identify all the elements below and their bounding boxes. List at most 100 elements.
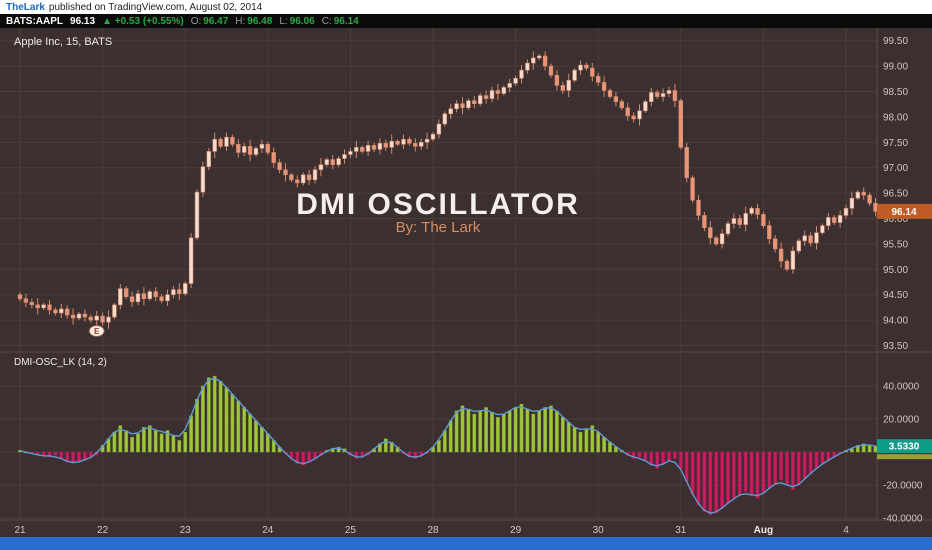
oscillator-bar [549,405,553,453]
candle-down [23,298,29,303]
candle-up [826,217,831,226]
candle-up [513,77,518,84]
time-axis-label: 4 [843,525,849,536]
candle-down [873,202,878,212]
oscillator-bar [555,410,559,453]
oscillator-bar [171,435,176,453]
candle-down [761,214,766,226]
time-axis-label: 21 [14,525,26,536]
oscillator-bar [631,451,636,459]
candle-up [519,69,524,79]
high-label: H: [235,15,246,27]
open-value: 96.47 [203,15,229,27]
oscillator-bar [525,408,530,453]
candle-up [743,213,748,225]
candle-down [100,315,105,323]
candle-up [401,138,406,145]
candle-down [283,169,288,176]
close-quote: C: 96.14 [322,16,359,27]
candle-down [625,107,630,117]
bottom-blue-bar [0,537,932,550]
candle-up [224,136,229,147]
oscillator-bar [690,451,695,496]
candle-up [336,158,341,165]
candle-up [814,232,819,244]
candle-up [259,144,265,149]
candle-up [749,208,754,214]
candle-up [312,169,318,181]
candle-down [289,174,294,181]
high-value: 96.48 [247,15,273,27]
oscillator-bar [708,451,713,515]
oscillator-bar [478,410,483,453]
price-axis-label: 96.50 [883,189,908,200]
price-axis-label: 99.00 [883,62,908,73]
quote-bar: BATS:AAPL 96.13 ▲ +0.53 (+0.55%) O: 96.47… [0,14,932,28]
candle-up [106,316,111,323]
price-axis-label: 95.50 [883,239,908,250]
candle-up [477,95,483,104]
candle-up [466,100,471,109]
oscillator-bar [236,400,241,453]
oscillator-bar [112,431,117,453]
price-change: ▲ +0.53 (+0.55%) [102,16,184,27]
chart-canvas[interactable]: 21 22 23 24 25 28 29 30 31 Aug 4 99.50 99.00 98.50 98.… [0,28,932,537]
oscillator-bar [248,413,252,453]
candle-up [501,87,506,94]
oscillator-bar [165,430,170,453]
candle-up [566,80,571,91]
candle-up [666,90,672,94]
candle-down [690,177,695,201]
candle-up [165,294,170,302]
price-axis-label: 97.50 [883,138,908,149]
price-axis-label: 93.50 [883,341,908,352]
earnings-marker-bubble [88,325,105,337]
candle-down [17,294,23,300]
price-axis-label: 96.00 [883,214,908,225]
time-axis-label: 28 [427,525,439,536]
oscillator-bar [230,394,235,453]
candle-up [454,103,459,110]
price-axis-label: 94.50 [883,290,908,301]
oscillator-axis-label: -40.0000 [883,514,923,525]
candle-down [554,74,560,86]
price-tag: 96.14 [877,203,932,219]
candle-up [820,225,825,234]
oscillator-bar [53,451,58,456]
oscillator-bar [118,425,123,453]
oscillator-bar [779,451,783,481]
oscillator-bar [295,451,300,464]
watermark-subtitle: By: The Lark [396,219,481,236]
price-axis-label: 99.50 [883,36,908,47]
candle-down [560,85,566,91]
candle-down [607,90,613,97]
candle-up [76,313,82,319]
oscillator-bar [484,407,488,453]
oscillator-bar [596,431,601,453]
oscillator-bar [696,451,701,506]
axes-layer: 21 22 23 24 25 28 29 30 31 Aug 4 99.50 99.00 98.50 98.… [14,36,922,536]
candle-up [206,151,211,167]
candle-down [65,308,70,316]
candle-down [177,289,182,294]
oscillator-bar [714,451,719,514]
oscillator-bar [206,377,211,453]
candle-down [35,304,40,309]
oscillator-line-value-tag [877,454,932,460]
candle-up [442,113,447,125]
candles-layer [17,51,878,329]
oscillator-bar [507,410,512,453]
candle-up [719,233,725,245]
candle-up [660,93,666,97]
oscillator-bar [189,415,193,453]
oscillator-bar [802,451,807,479]
oscillator-bar [873,445,878,453]
oscillator-bar [442,430,447,453]
candle-up [253,148,259,155]
publisher-link[interactable]: TheLark [6,1,45,13]
earnings-marker[interactable]: E [88,325,105,337]
candle-down [236,144,241,153]
oscillator-bar [791,451,795,491]
candle-up [855,191,861,199]
candle-up [424,138,430,143]
